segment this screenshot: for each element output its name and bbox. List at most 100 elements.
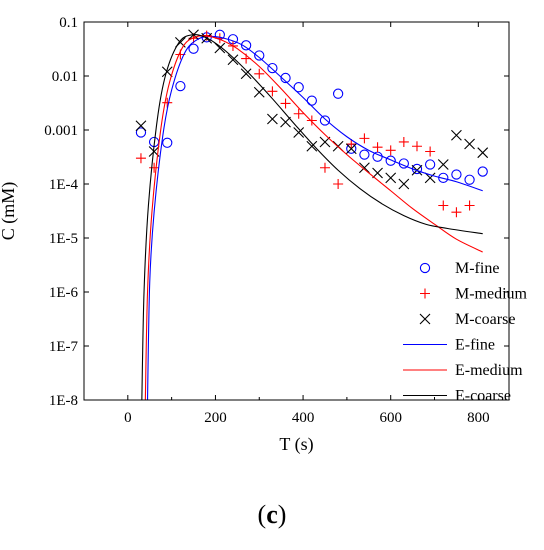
point-m-fine bbox=[240, 40, 252, 51]
point-m-fine bbox=[477, 166, 488, 177]
legend-swatch bbox=[420, 288, 430, 299]
y-axis-label: C (mM) bbox=[0, 182, 19, 241]
legend-label: E-coarse bbox=[455, 388, 511, 405]
point-m-coarse bbox=[424, 172, 436, 184]
point-m-medium bbox=[254, 68, 265, 79]
series-m-medium bbox=[135, 30, 475, 218]
point-m-coarse bbox=[267, 113, 278, 125]
series-e-fine bbox=[146, 35, 483, 400]
x-axis-label: T (s) bbox=[279, 434, 313, 455]
point-m-coarse bbox=[437, 159, 449, 170]
legend-swatch bbox=[419, 313, 431, 325]
point-m-fine bbox=[267, 62, 278, 74]
legend-label: E-fine bbox=[455, 337, 495, 354]
caption-close: ) bbox=[277, 500, 287, 529]
point-m-medium bbox=[333, 179, 344, 189]
point-m-coarse bbox=[280, 116, 291, 128]
legend-item-m-medium: M-medium bbox=[420, 286, 528, 303]
legend-item-m-coarse: M-coarse bbox=[419, 311, 515, 328]
x-tick-label: 200 bbox=[204, 410, 227, 426]
point-m-fine bbox=[254, 50, 265, 61]
point-m-fine bbox=[293, 82, 304, 93]
point-m-medium bbox=[438, 200, 449, 211]
point-m-medium bbox=[411, 141, 422, 152]
point-m-coarse bbox=[227, 54, 239, 66]
point-m-coarse bbox=[253, 86, 265, 98]
legend-label: M-coarse bbox=[455, 311, 515, 328]
curve-e-fine bbox=[146, 35, 483, 400]
chart: 0 200 400 600 800 1E-8 1E-7 1E-6 1E-5 1E-4 0.001 0.… bbox=[0, 15, 528, 455]
point-m-fine bbox=[188, 43, 199, 54]
point-m-medium bbox=[451, 207, 462, 218]
point-m-coarse bbox=[464, 138, 475, 150]
legend-label: M-fine bbox=[455, 260, 499, 277]
point-m-medium bbox=[346, 139, 357, 150]
legend-item-e-medium: E-medium bbox=[403, 362, 523, 379]
x-tick-label: 0 bbox=[124, 410, 132, 426]
y-tick-label: 0.1 bbox=[59, 15, 78, 31]
legend-item-e-fine: E-fine bbox=[403, 337, 495, 354]
series-layer bbox=[135, 29, 489, 400]
series-m-fine bbox=[135, 29, 488, 185]
point-m-coarse bbox=[477, 147, 489, 159]
series-e-coarse bbox=[141, 34, 483, 400]
point-m-medium bbox=[135, 153, 146, 164]
point-m-medium bbox=[149, 162, 160, 173]
point-m-fine bbox=[135, 127, 147, 138]
y-tick-label: 0.01 bbox=[52, 69, 78, 85]
point-m-coarse bbox=[214, 42, 226, 54]
point-m-coarse bbox=[161, 66, 173, 78]
point-m-fine bbox=[175, 80, 186, 92]
y-tick-label: 1E-7 bbox=[49, 339, 79, 355]
point-m-coarse bbox=[306, 140, 318, 152]
point-m-fine bbox=[424, 159, 436, 170]
caption-letter: c bbox=[266, 500, 278, 529]
x-tick-label: 800 bbox=[467, 410, 490, 426]
point-m-coarse bbox=[345, 143, 357, 155]
point-m-medium bbox=[359, 133, 370, 144]
y-tick-label: 1E-8 bbox=[49, 393, 78, 409]
curve-e-medium bbox=[144, 35, 483, 400]
point-m-medium bbox=[280, 98, 291, 109]
point-m-coarse bbox=[385, 172, 397, 184]
legend-swatch bbox=[419, 262, 431, 274]
point-m-fine bbox=[162, 137, 173, 148]
curve-e-coarse bbox=[141, 34, 483, 400]
point-m-coarse bbox=[359, 162, 370, 174]
point-m-coarse bbox=[293, 127, 305, 138]
point-m-fine bbox=[319, 115, 331, 126]
point-m-coarse bbox=[135, 120, 147, 132]
point-m-fine bbox=[359, 149, 370, 160]
point-m-coarse bbox=[372, 167, 383, 179]
point-m-medium bbox=[319, 162, 330, 173]
point-m-fine bbox=[385, 155, 396, 166]
point-m-fine bbox=[280, 72, 291, 84]
point-m-medium bbox=[293, 108, 304, 119]
point-m-medium bbox=[398, 136, 409, 147]
legend-item-m-fine: M-fine bbox=[419, 260, 499, 277]
point-m-fine bbox=[332, 88, 344, 99]
point-m-medium bbox=[162, 97, 173, 108]
point-m-coarse bbox=[240, 68, 252, 80]
legend-label: M-medium bbox=[455, 286, 528, 303]
point-m-fine bbox=[451, 169, 462, 180]
axes-layer: 0 200 400 600 800 1E-8 1E-7 1E-6 1E-5 1E-4 0.001 0.… bbox=[0, 15, 510, 455]
point-m-medium bbox=[425, 146, 436, 157]
x-tick-label: 600 bbox=[379, 410, 402, 426]
plot-frame bbox=[83, 21, 510, 401]
series-e-medium bbox=[144, 35, 483, 400]
point-m-coarse bbox=[451, 129, 462, 141]
point-m-coarse bbox=[319, 136, 331, 148]
point-m-medium bbox=[372, 142, 383, 153]
x-tick-label: 400 bbox=[292, 410, 315, 426]
point-m-coarse bbox=[398, 178, 410, 190]
figure-caption: (c) bbox=[0, 500, 544, 530]
point-m-medium bbox=[306, 115, 317, 126]
legend-item-e-coarse: E-coarse bbox=[403, 388, 511, 405]
point-m-fine bbox=[464, 174, 475, 185]
legend-label: E-medium bbox=[455, 362, 523, 379]
y-tick-label: 1E-5 bbox=[49, 231, 78, 247]
point-m-medium bbox=[267, 86, 278, 97]
y-tick-label: 0.001 bbox=[44, 123, 78, 139]
legend: M-fine M-medium M-coarse E-fine E-medium E-co… bbox=[403, 260, 528, 405]
